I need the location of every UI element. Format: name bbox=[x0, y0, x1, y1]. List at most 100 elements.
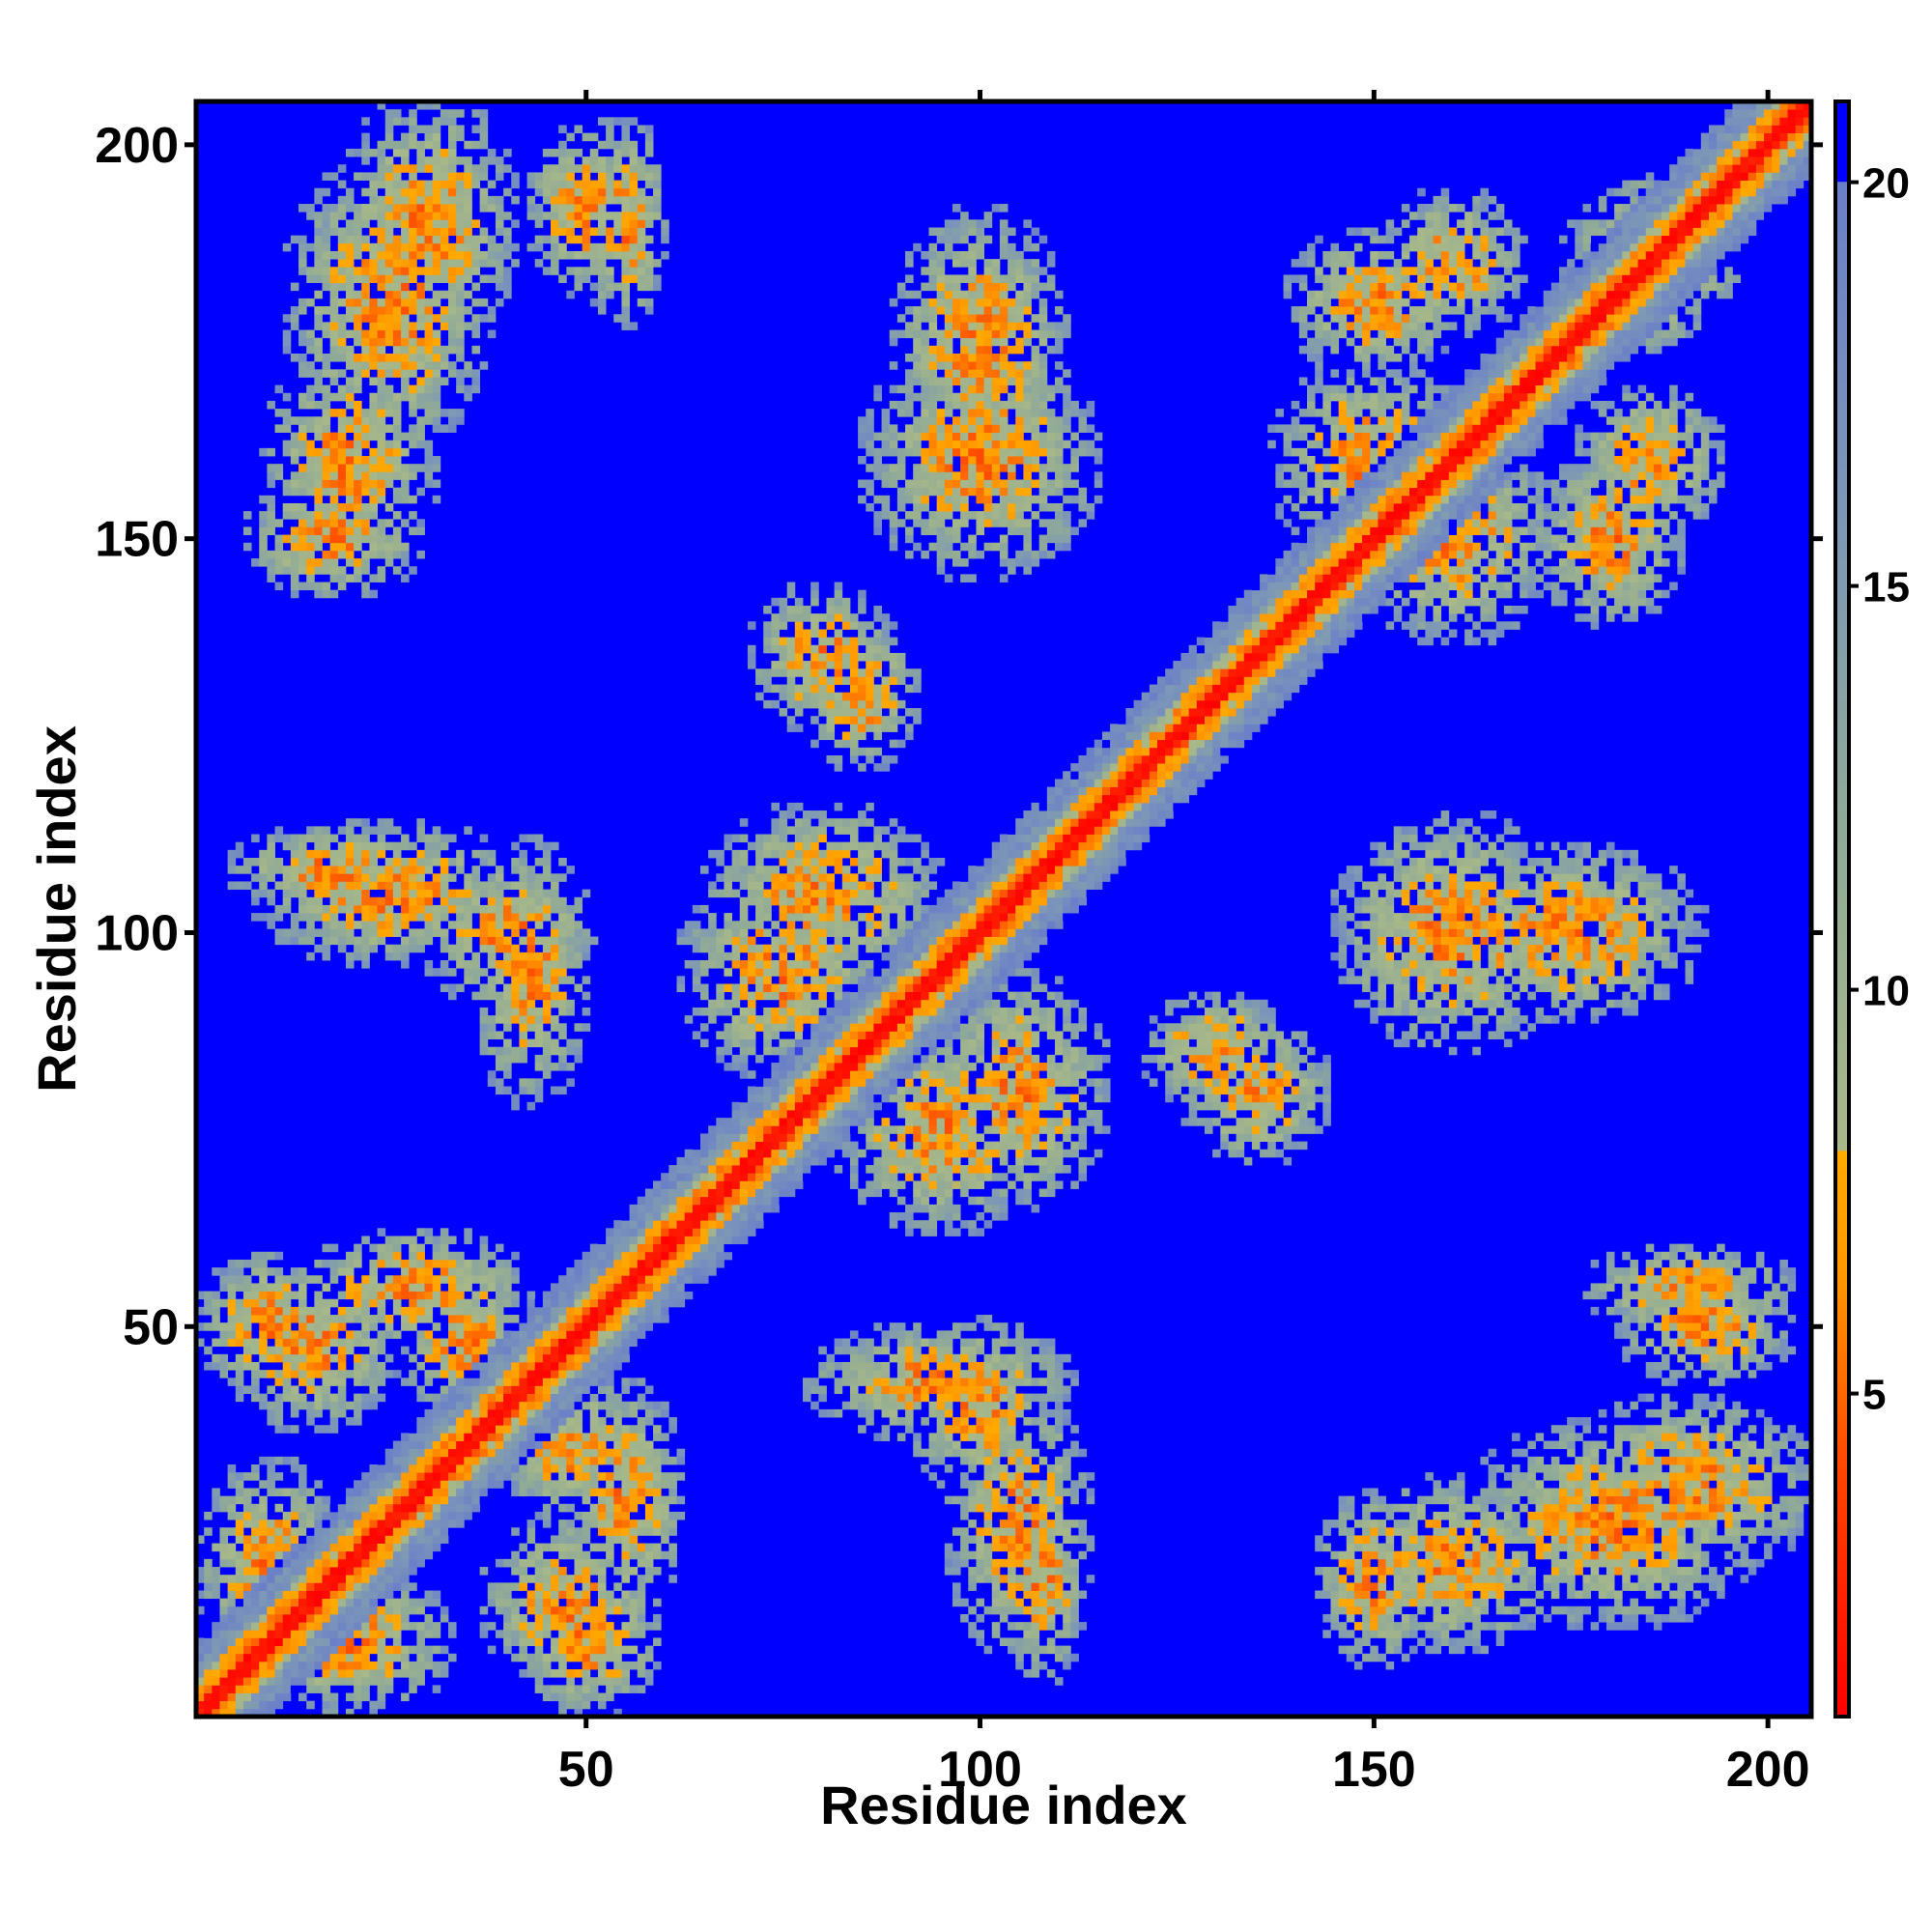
heatmap-cell bbox=[582, 936, 591, 946]
heatmap-cell bbox=[424, 1661, 434, 1670]
heatmap-cell bbox=[644, 1259, 654, 1268]
heatmap-cell bbox=[329, 1259, 339, 1268]
heatmap-cell bbox=[369, 392, 378, 402]
heatmap-cell bbox=[551, 172, 559, 181]
heatmap-cell bbox=[361, 148, 370, 157]
heatmap-cell bbox=[274, 384, 284, 394]
heatmap-cell bbox=[534, 1353, 544, 1363]
heatmap-cell bbox=[487, 921, 497, 929]
heatmap-cell bbox=[204, 1685, 213, 1693]
heatmap-cell bbox=[526, 1488, 536, 1497]
heatmap-cell bbox=[345, 881, 355, 891]
heatmap-cell bbox=[519, 1622, 527, 1631]
heatmap-cell bbox=[503, 944, 512, 953]
heatmap-cell bbox=[724, 1031, 733, 1039]
heatmap-cell bbox=[329, 913, 339, 922]
heatmap-cell bbox=[551, 1408, 559, 1418]
heatmap-cell bbox=[384, 156, 394, 165]
heatmap-cell bbox=[747, 1070, 756, 1079]
heatmap-cell bbox=[606, 1488, 614, 1497]
heatmap-cell bbox=[235, 1480, 244, 1489]
heatmap-cell bbox=[668, 1243, 677, 1253]
heatmap-cell bbox=[606, 227, 614, 237]
heatmap-cell bbox=[282, 1291, 292, 1300]
heatmap-cell bbox=[401, 913, 410, 922]
heatmap-cell bbox=[345, 361, 355, 370]
heatmap-cell bbox=[377, 818, 386, 827]
heatmap-cell bbox=[629, 1630, 639, 1638]
heatmap-cell bbox=[558, 1338, 567, 1348]
heatmap-cell bbox=[424, 896, 434, 906]
heatmap-cell bbox=[314, 1259, 323, 1268]
heatmap-cell bbox=[637, 1590, 646, 1600]
heatmap-cell bbox=[354, 1535, 362, 1544]
heatmap-cell bbox=[337, 424, 347, 433]
heatmap-cell bbox=[322, 841, 331, 851]
heatmap-cell bbox=[495, 968, 504, 977]
heatmap-cell bbox=[558, 913, 567, 922]
heatmap-cell bbox=[487, 1251, 497, 1261]
heatmap-cell bbox=[409, 1425, 417, 1434]
heatmap-cell bbox=[361, 471, 370, 480]
heatmap-cell bbox=[755, 921, 764, 929]
heatmap-cell bbox=[456, 212, 465, 220]
heatmap-cell bbox=[392, 1535, 402, 1544]
heatmap-cell bbox=[542, 913, 552, 922]
heatmap-cell bbox=[519, 866, 527, 874]
heatmap-cell bbox=[653, 1220, 662, 1229]
heatmap-cell bbox=[456, 1346, 465, 1355]
heatmap-cell bbox=[354, 322, 362, 330]
heatmap-cell bbox=[329, 1605, 339, 1615]
heatmap-cell bbox=[322, 921, 331, 929]
heatmap-cell bbox=[384, 354, 394, 362]
heatmap-cell bbox=[227, 1480, 237, 1489]
heatmap-cell bbox=[629, 1330, 639, 1339]
heatmap-cell bbox=[692, 1196, 701, 1206]
heatmap-cell bbox=[456, 913, 465, 922]
heatmap-cell bbox=[337, 519, 347, 527]
heatmap-cell bbox=[448, 1520, 457, 1528]
heatmap-cell bbox=[345, 534, 355, 544]
heatmap-cell bbox=[306, 1370, 315, 1378]
heatmap-cell bbox=[495, 242, 504, 252]
heatmap-cell bbox=[747, 644, 756, 654]
heatmap-cell bbox=[242, 1315, 252, 1323]
heatmap-cell bbox=[377, 384, 386, 394]
heatmap-cell bbox=[511, 960, 520, 969]
heatmap-cell bbox=[384, 424, 394, 433]
heatmap-cell bbox=[456, 928, 465, 937]
heatmap-cell bbox=[511, 1361, 520, 1371]
heatmap-cell bbox=[699, 1236, 709, 1245]
heatmap-cell bbox=[227, 1543, 237, 1552]
heatmap-cell bbox=[684, 1156, 694, 1166]
heatmap-cell bbox=[684, 1251, 694, 1261]
heatmap-cell bbox=[235, 1622, 244, 1631]
heatmap-cell bbox=[558, 1590, 567, 1600]
heatmap-cell bbox=[644, 1575, 654, 1583]
heatmap-cell bbox=[574, 1038, 583, 1048]
heatmap-cell bbox=[267, 519, 275, 527]
heatmap-cell bbox=[345, 282, 355, 292]
heatmap-cell bbox=[653, 1480, 662, 1489]
heatmap-cell bbox=[329, 1598, 339, 1607]
heatmap-cell bbox=[724, 1180, 733, 1189]
heatmap-cell bbox=[653, 1291, 662, 1300]
heatmap-cell bbox=[574, 1575, 583, 1583]
heatmap-cell bbox=[448, 361, 457, 370]
heatmap-cell bbox=[629, 1346, 639, 1355]
heatmap-cell bbox=[448, 369, 457, 378]
heatmap-cell bbox=[747, 960, 756, 969]
heatmap-cell bbox=[448, 1464, 457, 1473]
heatmap-cell bbox=[416, 857, 425, 867]
heatmap-cell bbox=[495, 1417, 504, 1426]
heatmap-cell bbox=[487, 195, 497, 205]
heatmap-cell bbox=[384, 479, 394, 489]
heatmap-cell bbox=[361, 290, 370, 299]
heatmap-cell bbox=[534, 1094, 544, 1103]
heatmap-cell bbox=[392, 511, 402, 520]
heatmap-cell bbox=[589, 1370, 599, 1378]
heatmap-cell bbox=[432, 212, 441, 220]
heatmap-cell bbox=[322, 534, 331, 544]
heatmap-cell bbox=[267, 1558, 275, 1568]
heatmap-cell bbox=[392, 1543, 402, 1552]
